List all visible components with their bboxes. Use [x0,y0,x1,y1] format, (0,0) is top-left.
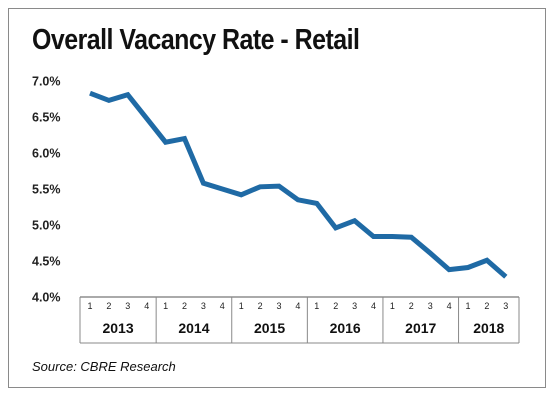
quarter-tick-label: 3 [352,301,357,311]
y-tick-label: 5.5% [32,183,61,197]
quarter-tick-label: 3 [503,301,508,311]
chart-frame [8,8,546,388]
vacancy-rate-line [89,90,508,279]
quarter-tick-label: 2 [484,301,489,311]
quarter-tick-label: 4 [371,301,376,311]
y-tick-label: 6.0% [32,147,61,161]
quarter-tick-label: 2 [106,301,111,311]
chart-title: Overall Vacancy Rate - Retail [32,24,360,56]
quarter-tick-label: 1 [87,301,92,311]
quarter-tick-label: 4 [144,301,149,311]
quarter-tick-label: 2 [409,301,414,311]
quarter-tick-label: 2 [258,301,263,311]
quarter-tick-label: 2 [182,301,187,311]
y-tick-label: 4.0% [32,291,61,305]
y-tick-label: 5.0% [32,219,61,233]
source-note: Source: CBRE Research [32,359,176,374]
quarter-tick-label: 4 [220,301,225,311]
y-tick-label: 7.0% [32,75,61,89]
quarter-tick-label: 1 [390,301,395,311]
year-label: 2018 [473,320,504,336]
year-label: 2014 [178,320,209,336]
quarter-tick-label: 3 [201,301,206,311]
y-tick-label: 6.5% [32,111,61,125]
quarter-tick-label: 1 [314,301,319,311]
year-label: 2015 [254,320,285,336]
y-tick-label: 4.5% [32,255,61,269]
quarter-tick-label: 4 [447,301,452,311]
quarter-tick-label: 2 [333,301,338,311]
quarter-tick-label: 1 [163,301,168,311]
year-label: 2016 [330,320,361,336]
quarter-tick-label: 3 [428,301,433,311]
quarter-tick-label: 3 [276,301,281,311]
year-label: 2013 [102,320,133,336]
quarter-tick-label: 4 [295,301,300,311]
year-label: 2017 [405,320,436,336]
quarter-tick-label: 1 [465,301,470,311]
quarter-tick-label: 3 [125,301,130,311]
quarter-tick-label: 1 [239,301,244,311]
